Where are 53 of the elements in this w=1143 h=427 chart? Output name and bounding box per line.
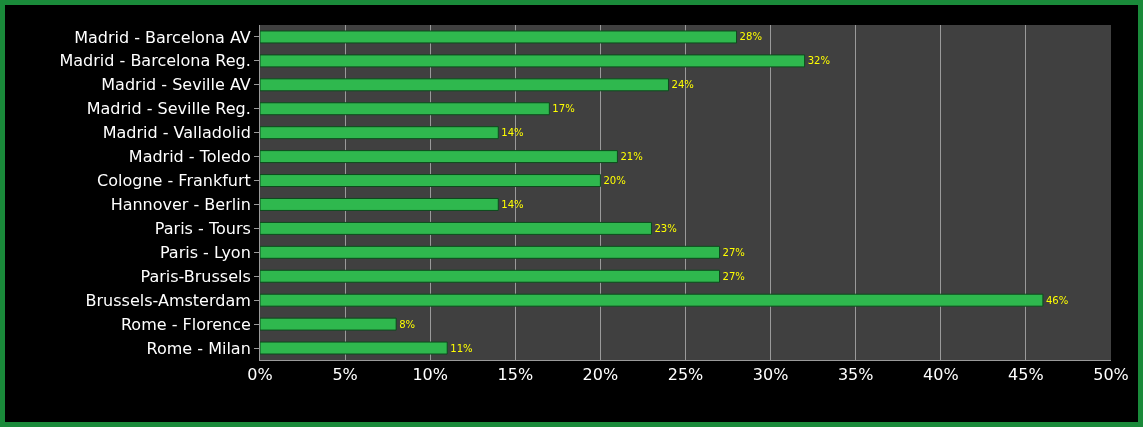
y-tick-label: Madrid - Seville AV — [101, 75, 251, 95]
data-label: 28% — [739, 31, 763, 43]
y-tick-label: Paris-Brussels — [140, 266, 251, 286]
y-tick-label: Madrid - Seville Reg. — [86, 99, 251, 119]
bar — [260, 174, 601, 188]
x-tick-label: 50% — [1093, 365, 1129, 385]
x-tick-label: 15% — [497, 365, 534, 385]
data-label: 27% — [722, 246, 745, 258]
x-tick-label: 45% — [1008, 365, 1044, 385]
bar — [260, 317, 397, 331]
data-label: 21% — [620, 151, 644, 163]
bar — [260, 197, 499, 211]
bar — [260, 221, 652, 235]
bar — [260, 150, 618, 164]
bar — [260, 78, 669, 92]
bar — [260, 102, 550, 116]
y-tick-label: Hannover - Berlin — [110, 195, 251, 215]
data-label: 8% — [399, 318, 416, 330]
bar — [260, 30, 738, 44]
data-label: 27% — [722, 270, 745, 282]
x-tick-label: 5% — [332, 365, 358, 385]
y-tick-label: Cologne - Frankfurt — [97, 171, 251, 191]
x-tick-label: 0% — [247, 365, 273, 385]
y-tick-label: Rome - Milan — [146, 338, 251, 358]
data-label: 17% — [552, 103, 575, 115]
x-tick-label: 25% — [667, 365, 704, 385]
data-label: 32% — [807, 55, 831, 67]
bar — [260, 54, 806, 68]
data-label: 14% — [501, 127, 524, 139]
y-tick-label: Brussels-Amsterdam — [85, 290, 251, 310]
x-tick-label: 10% — [412, 365, 448, 385]
y-tick-label: Paris - Tours — [154, 218, 251, 238]
x-tick-label: 30% — [752, 365, 789, 385]
y-tick-label: Rome - Florence — [120, 314, 251, 334]
y-tick-label: Paris - Lyon — [159, 242, 251, 262]
y-tick-label: Madrid - Barcelona Reg. — [59, 51, 251, 71]
bar — [260, 245, 721, 259]
bar — [260, 269, 721, 283]
y-tick-label: Madrid - Toledo — [128, 147, 251, 167]
x-tick-label: 35% — [837, 365, 874, 385]
bar — [260, 126, 499, 140]
data-label: 20% — [603, 175, 627, 186]
x-tick-label: 40% — [923, 365, 959, 385]
data-label: 24% — [671, 79, 694, 91]
data-label: 14% — [501, 198, 525, 210]
bar — [260, 341, 448, 355]
x-tick-label: 20% — [582, 365, 619, 385]
data-label: 11% — [450, 342, 474, 354]
bar — [260, 293, 1044, 307]
data-label: 46% — [1045, 294, 1069, 306]
data-label: 23% — [654, 222, 678, 234]
y-tick-label: Madrid - Valladolid — [102, 123, 251, 143]
y-tick-label: Madrid - Barcelona AV — [74, 27, 251, 47]
